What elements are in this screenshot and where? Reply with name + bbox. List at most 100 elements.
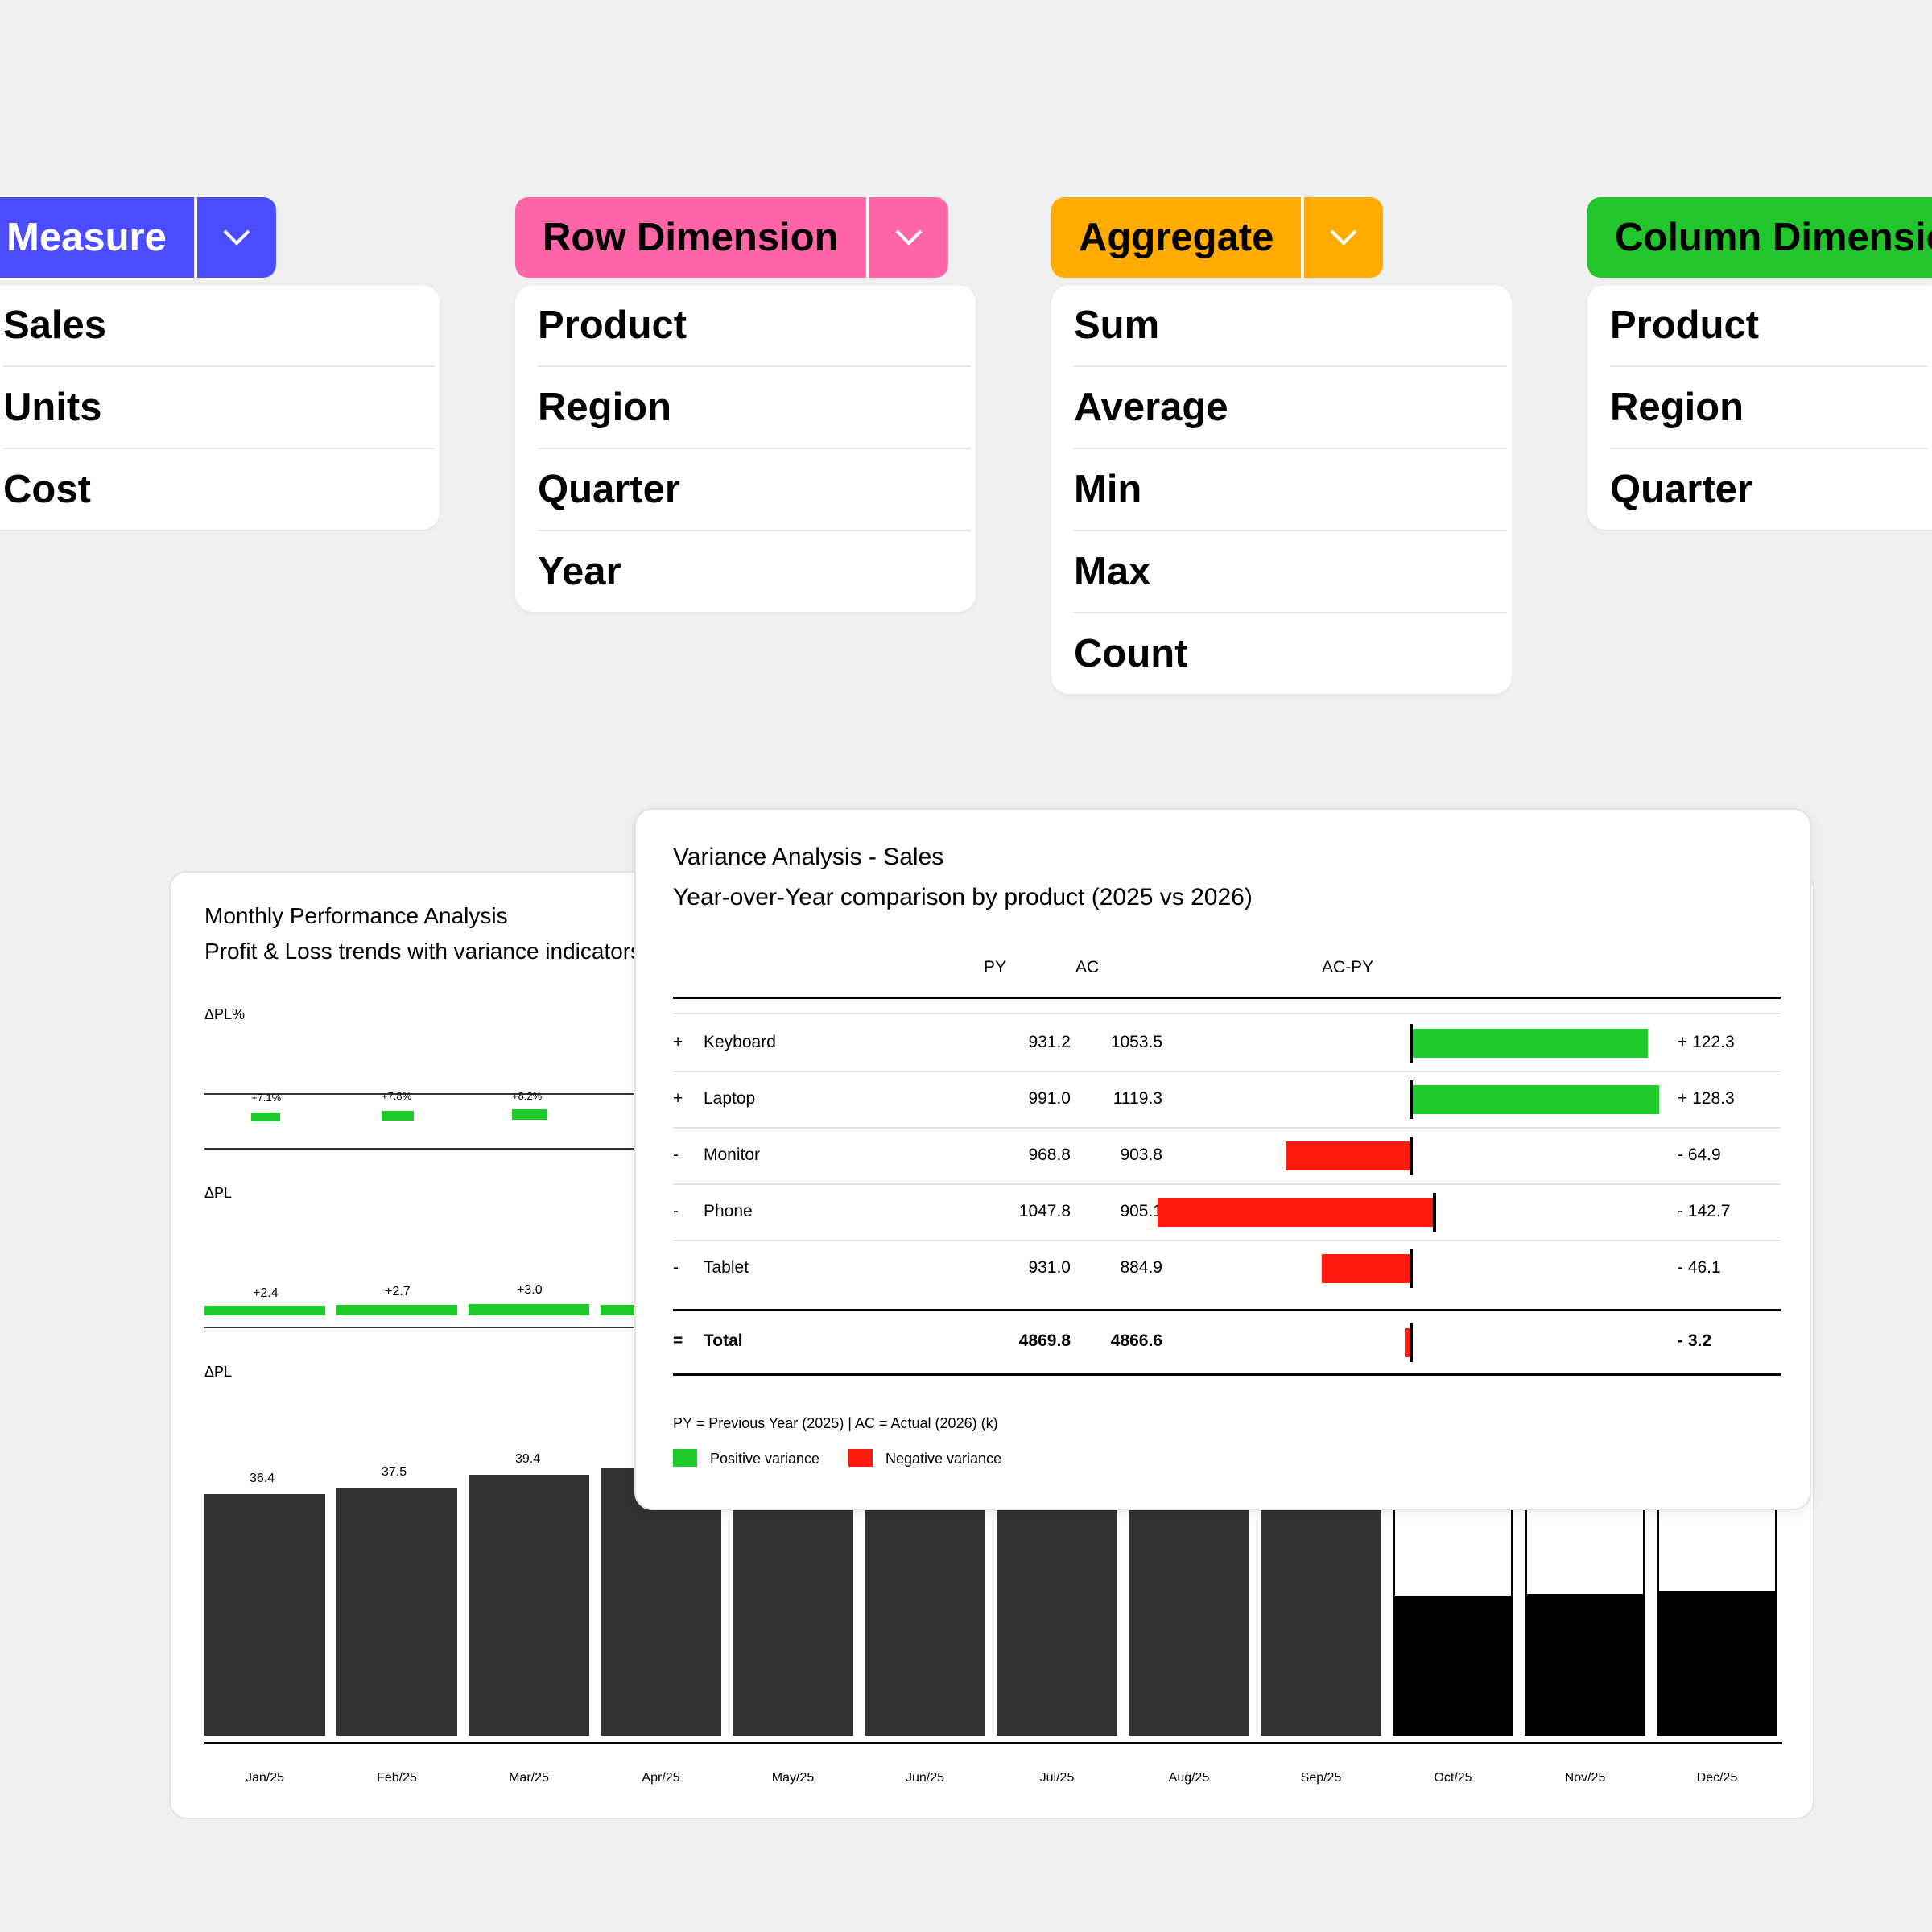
delta-label: +2.7 (385, 1285, 411, 1298)
pl-label: ΔPL (204, 1364, 233, 1380)
row-ac: 1119.3 (1113, 1089, 1162, 1108)
aggregate-option[interactable]: Min (1074, 449, 1507, 531)
column-dimension-dropdown[interactable]: Column Dimension (1587, 197, 1932, 278)
row-dimension-option[interactable]: Region (538, 367, 971, 449)
month-label: Feb/25 (377, 1771, 417, 1785)
measure-dropdown-label: Measure (6, 216, 167, 259)
row-diff: - 46.1 (1678, 1258, 1721, 1277)
row-rule (673, 1240, 1781, 1241)
month-label: Oct/25 (1434, 1771, 1472, 1785)
aggregate-options: Sum Average Min Max Count (1051, 285, 1512, 694)
zero-axis-tick (1410, 1080, 1413, 1119)
month-bar (1261, 1468, 1381, 1736)
delta-label: +3.0 (517, 1283, 543, 1297)
zero-axis-tick (1410, 1024, 1413, 1063)
variance-bar-negative (1158, 1198, 1435, 1227)
month-label: Dec/25 (1696, 1771, 1738, 1785)
month-bar (733, 1468, 853, 1736)
legend-swatch-positive (673, 1449, 697, 1467)
month-label: Apr/25 (642, 1771, 680, 1785)
month-label: Sep/25 (1300, 1771, 1342, 1785)
column-dimension-option[interactable]: Product (1610, 285, 1927, 367)
delta-bar (336, 1305, 457, 1315)
row-py: 931.0 (1028, 1258, 1071, 1277)
row-dimension-dropdown-toggle[interactable] (865, 197, 948, 278)
footnote: PY = Previous Year (2025) | AC = Actual … (673, 1415, 998, 1431)
row-rule (673, 1013, 1781, 1014)
total-sign: = (673, 1331, 683, 1350)
row-rule (673, 1127, 1781, 1129)
aggregate-option[interactable]: Average (1074, 367, 1507, 449)
chevron-down-icon (223, 229, 250, 246)
month-bar (1525, 1594, 1645, 1736)
col-py-header: PY (984, 958, 1007, 976)
delta-bar (204, 1306, 325, 1315)
total-diff: - 3.2 (1678, 1331, 1712, 1350)
pct-bar (512, 1109, 547, 1120)
month-bar (1129, 1468, 1249, 1736)
row-diff: + 122.3 (1678, 1033, 1735, 1051)
variance-subtitle: Year-over-Year comparison by product (20… (673, 884, 1253, 910)
month-bar (1393, 1596, 1513, 1736)
row-ac: 905.1 (1120, 1202, 1162, 1220)
row-rule (673, 1183, 1781, 1185)
measure-option[interactable]: Sales (3, 285, 435, 367)
total-ac: 4866.6 (1110, 1331, 1162, 1350)
aggregate-option[interactable]: Sum (1074, 285, 1507, 367)
pct-label: +8.2% (512, 1090, 543, 1102)
column-dimension-dropdown-label: Column Dimension (1615, 216, 1932, 259)
measure-option[interactable]: Cost (3, 468, 91, 511)
month-label: Mar/25 (509, 1771, 549, 1785)
delta-label: +2.4 (253, 1286, 279, 1300)
measure-dropdown-toggle[interactable] (193, 197, 276, 278)
column-dimension-option[interactable]: Quarter (1610, 468, 1753, 511)
variance-title: Variance Analysis - Sales (673, 844, 944, 870)
variance-bar-positive (1411, 1085, 1659, 1114)
row-dimension-options: Product Region Quarter Year (515, 285, 976, 612)
row-name: Monitor (704, 1146, 761, 1164)
zero-axis-tick (1410, 1137, 1413, 1175)
row-dimension-option[interactable]: Year (538, 550, 621, 593)
row-name: Phone (704, 1202, 753, 1220)
variance-bar-negative (1322, 1254, 1411, 1283)
variance-analysis-card: Variance Analysis - Sales Year-over-Year… (634, 808, 1811, 1510)
month-bar (865, 1468, 985, 1736)
variance-bar-negative (1286, 1141, 1411, 1170)
aggregate-dropdown[interactable]: Aggregate (1051, 197, 1384, 278)
chevron-down-icon (1330, 229, 1357, 246)
legend-positive-label: Positive variance (710, 1451, 820, 1467)
aggregate-option[interactable]: Max (1074, 531, 1507, 613)
row-diff: - 142.7 (1678, 1202, 1731, 1220)
row-sign: - (673, 1202, 679, 1220)
pct-bar (251, 1113, 280, 1121)
pct-bar (382, 1111, 414, 1121)
row-py: 991.0 (1028, 1089, 1071, 1108)
value-label: 37.5 (382, 1465, 407, 1479)
value-label: 39.4 (515, 1452, 541, 1466)
delta-bar (469, 1304, 589, 1315)
row-dimension-option[interactable]: Quarter (538, 449, 971, 531)
row-name: Laptop (704, 1089, 756, 1108)
measure-options: Sales Units Cost (0, 285, 440, 530)
aggregate-dropdown-label: Aggregate (1079, 216, 1274, 259)
aggregate-option[interactable]: Count (1074, 632, 1188, 675)
measure-option[interactable]: Units (3, 367, 435, 449)
row-py: 1047.8 (1018, 1202, 1071, 1220)
row-dimension-dropdown[interactable]: Row Dimension (515, 197, 948, 278)
row-sign: - (673, 1146, 679, 1164)
monthly-subtitle: Profit & Loss trends with variance indic… (204, 939, 642, 964)
measure-dropdown[interactable]: Measure (0, 197, 276, 278)
col-ac-header: AC (1075, 958, 1100, 976)
row-dimension-option[interactable]: Product (538, 285, 971, 367)
row-sign: + (673, 1089, 683, 1108)
column-dimension-options: Product Region Quarter (1587, 285, 1932, 530)
month-label: Aug/25 (1168, 1771, 1210, 1785)
column-dimension-option[interactable]: Region (1610, 367, 1927, 449)
month-label: Jan/25 (245, 1771, 285, 1785)
month-label: Jun/25 (905, 1771, 945, 1785)
row-diff: + 128.3 (1678, 1089, 1735, 1108)
col-diff-header: AC-PY (1322, 958, 1374, 976)
month-bar (997, 1468, 1117, 1736)
row-name: Keyboard (704, 1033, 776, 1051)
aggregate-dropdown-toggle[interactable] (1301, 197, 1383, 278)
